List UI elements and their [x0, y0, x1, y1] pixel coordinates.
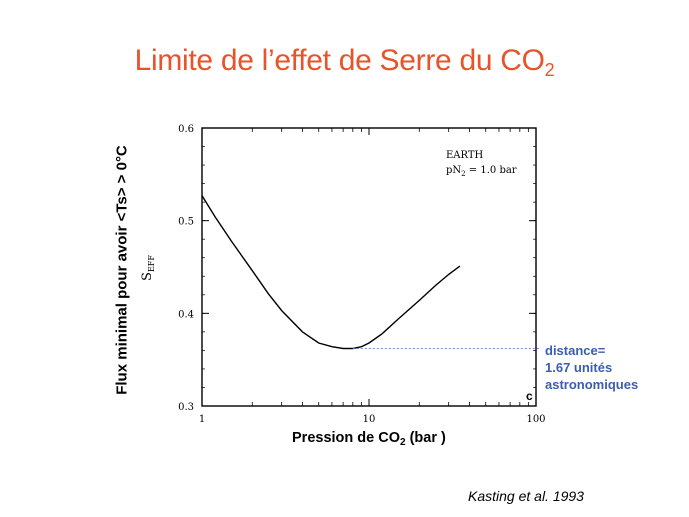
series-line [201, 195, 461, 350]
annotation-line: distance= [545, 343, 606, 358]
annotation-line: 1.67 unités [545, 360, 613, 375]
y-tick-label: 0.3 [178, 402, 194, 413]
y-tick-label: 0.5 [178, 217, 194, 228]
y-tick-label: 0.4 [178, 309, 194, 320]
distance-annotation: distance= 1.67 unités astronomiques [545, 342, 638, 393]
annotation-line: astronomiques [545, 377, 639, 392]
x-tick-label: 1 [199, 414, 205, 425]
slide-title: Limite de l’effet de Serre du CO2 [134, 44, 555, 80]
legend-line-2: pN2 = 1.0 bar [446, 165, 517, 178]
x-tick-label: 100 [526, 414, 545, 425]
x-tick-label: 10 [363, 414, 376, 425]
citation: Kasting et al. 1993 [468, 488, 584, 504]
legend-line-1: EARTH [446, 150, 484, 161]
x-axis-label: Pression de CO2 (bar ) [292, 430, 446, 448]
y-tick-label: 0.6 [178, 124, 194, 135]
panel-label: c [526, 389, 533, 403]
y-axis-label: SEFF [140, 255, 156, 281]
